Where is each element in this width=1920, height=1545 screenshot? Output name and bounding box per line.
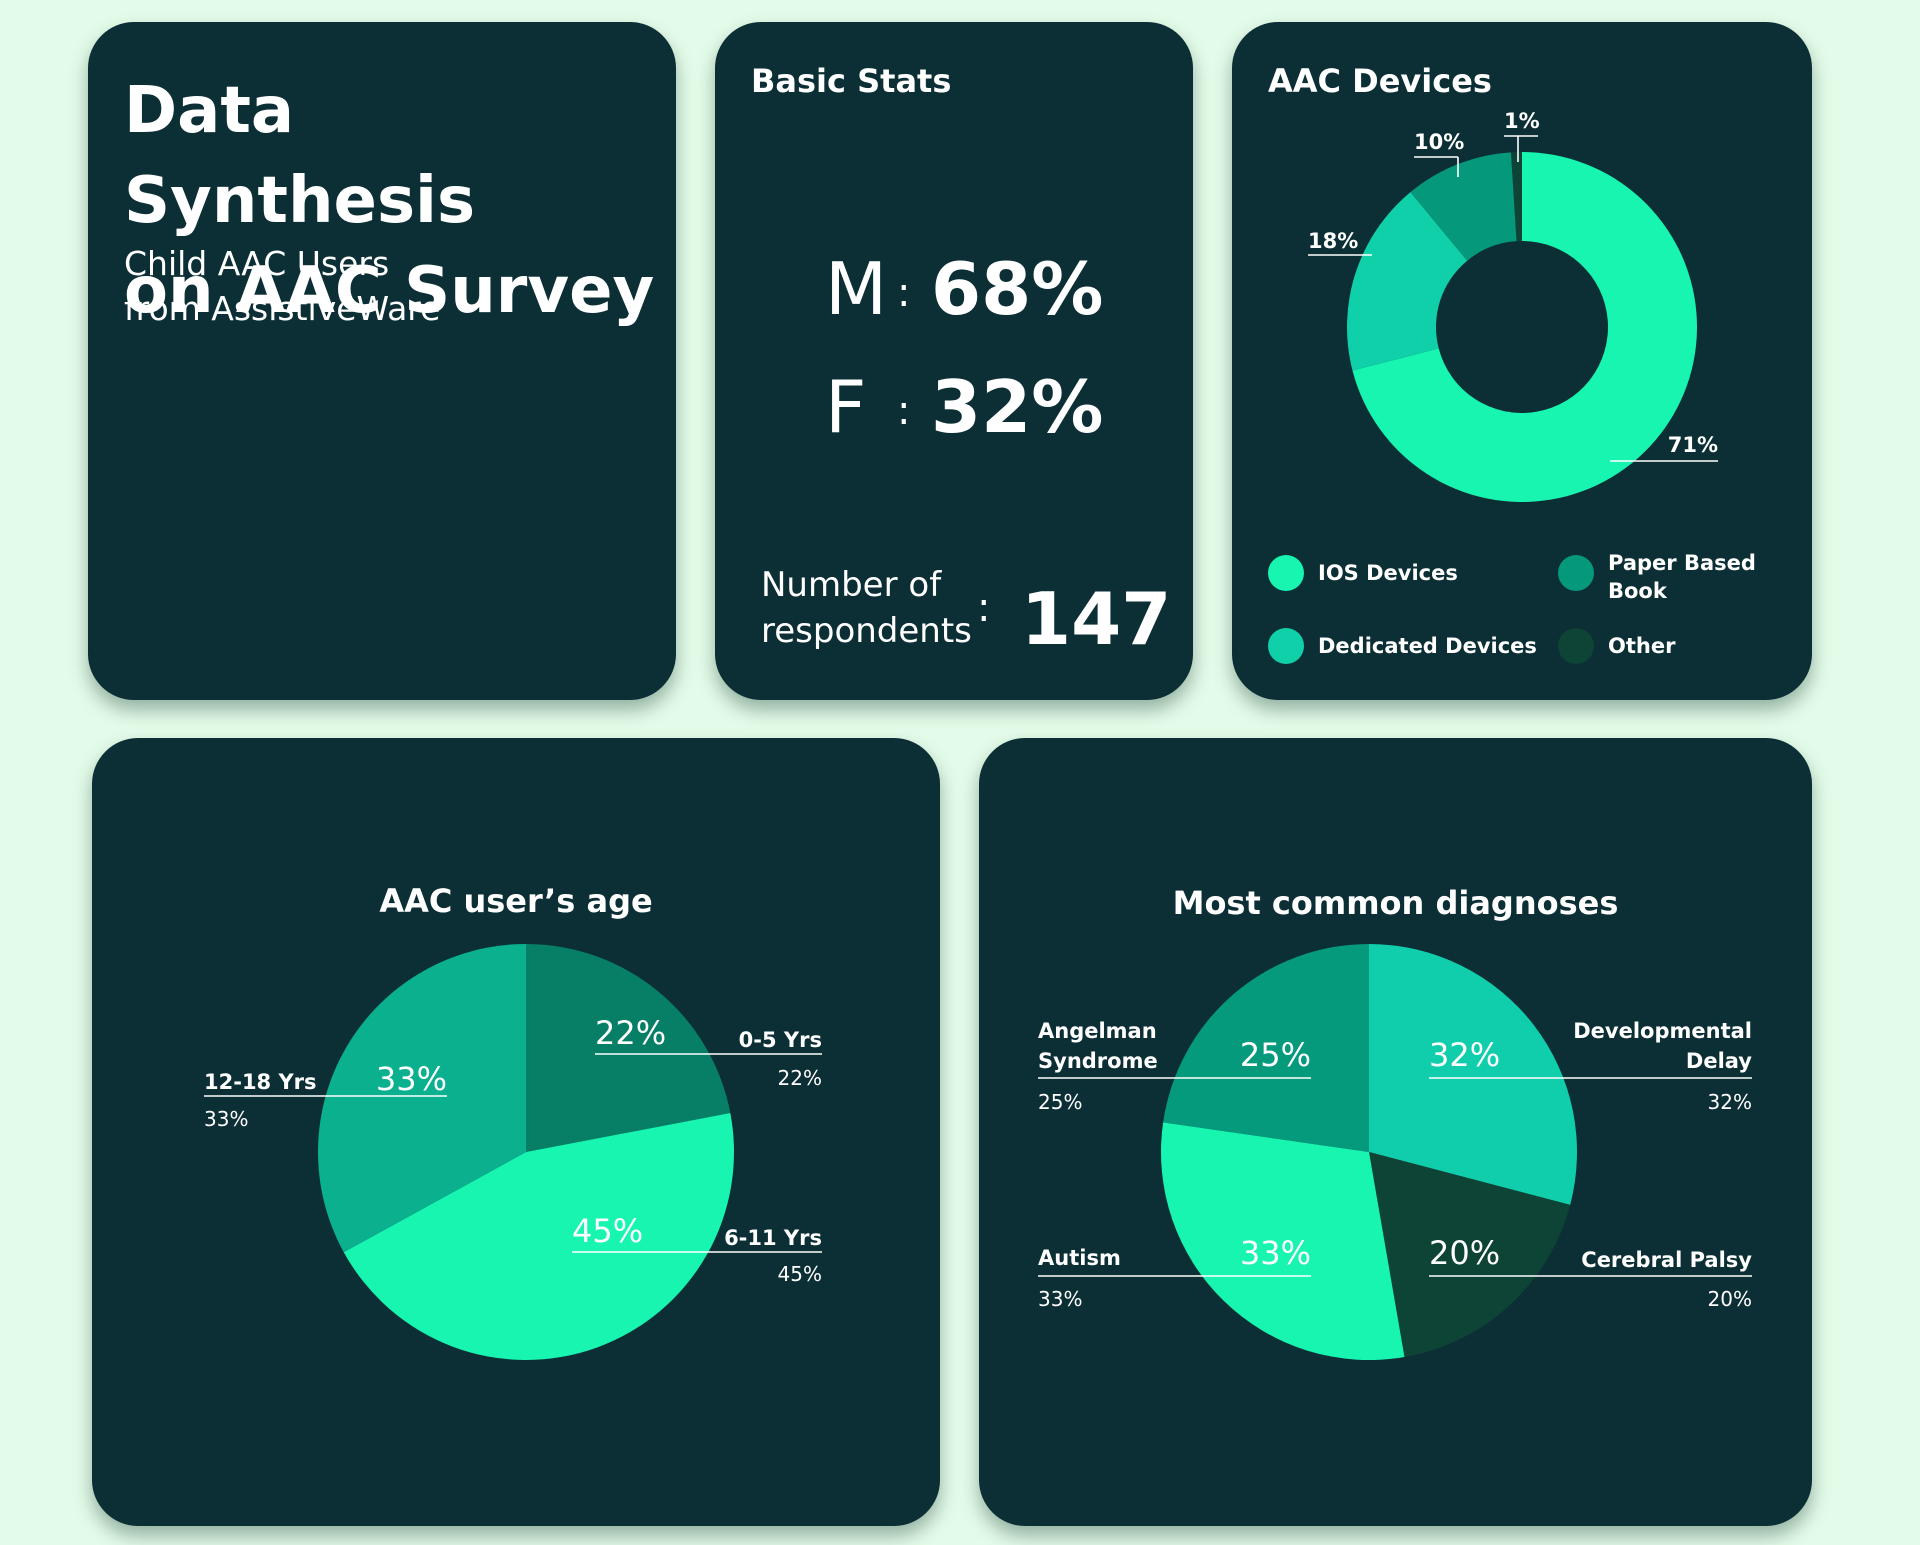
age-card: AAC user’s age 22% 0-5 Yrs 22% 45% 6-11 Yrs 4… <box>92 738 940 1526</box>
pie-slice-ios-devices <box>1352 152 1697 502</box>
subtitle-line-1: Child AAC Users <box>124 244 390 283</box>
pie-slice-other <box>1511 152 1522 242</box>
subtitle-line-2: from AssistiveWare <box>124 289 441 328</box>
age-chart-title: AAC user’s age <box>379 882 653 920</box>
slice-percent-0-5-yrs: 22% <box>778 1066 822 1090</box>
basic-stats-card: Basic Stats M : 68% F : 32% Number of re… <box>715 22 1193 700</box>
respondents-value: 147 <box>1021 577 1172 661</box>
male-stat-row: M : 68% <box>715 244 1193 334</box>
slice-value-developmental-delay: 32% <box>1429 1036 1500 1074</box>
slice-percent-developmental-delay: 32% <box>1708 1090 1752 1114</box>
slice-name-developmental-delay-line-1: Developmental <box>1573 1019 1752 1043</box>
title-card: Data Synthesis on AAC Survey Child AAC U… <box>88 22 676 700</box>
legend-label-dedicated-devices: Dedicated Devices <box>1318 634 1537 658</box>
pie-slice-6-11-yrs <box>343 1113 734 1360</box>
slice-value-12-18-yrs: 33% <box>376 1060 447 1098</box>
diagnoses-chart-title: Most common diagnoses <box>1172 884 1619 922</box>
female-stat-row: F : 32% <box>715 362 1193 452</box>
slice-name-angelman-syndrome-line-1: Angelman <box>1038 1019 1157 1043</box>
pie-slice-paper-based-book <box>1410 152 1517 261</box>
age-pie-chart: 22% 0-5 Yrs 22% 45% 6-11 Yrs 45% 33% 12-18 Yrs 3… <box>204 944 822 1360</box>
male-label: M <box>825 247 888 331</box>
pie-slice-12-18-yrs <box>317 944 526 1253</box>
page-subtitle: Child AAC Users from AssistiveWare <box>124 241 644 331</box>
slice-name-0-5-yrs: 0-5 Yrs <box>739 1028 822 1052</box>
slice-label-other: 1% <box>1504 109 1540 133</box>
pie-slice-autism <box>1161 1122 1405 1360</box>
respondents-label-line-1: Number of <box>761 565 942 605</box>
slice-percent-angelman-syndrome: 25% <box>1038 1090 1082 1114</box>
basic-stats-heading: Basic Stats <box>751 62 952 100</box>
aac-devices-donut-chart: 71% 18% 10% 1% <box>1308 109 1718 502</box>
female-colon: : <box>897 388 911 434</box>
female-value: 32% <box>931 365 1104 449</box>
legend-label-ios-devices: IOS Devices <box>1318 561 1458 585</box>
pie-slice-developmental-delay <box>1369 944 1577 1205</box>
slice-value-cerebral-palsy: 20% <box>1429 1234 1500 1272</box>
slice-percent-12-18-yrs: 33% <box>204 1107 248 1131</box>
pie-slice-cerebral-palsy <box>1369 1152 1571 1357</box>
aac-devices-heading: AAC Devices <box>1268 62 1492 100</box>
slice-name-developmental-delay-line-2: Delay <box>1686 1049 1752 1073</box>
slice-value-angelman-syndrome: 25% <box>1240 1036 1311 1074</box>
slice-name-6-11-yrs: 6-11 Yrs <box>724 1226 822 1250</box>
slice-percent-cerebral-palsy: 20% <box>1708 1287 1752 1311</box>
female-label: F <box>825 365 867 449</box>
aac-devices-card: AAC Devices 71% 18% 10% 1% IOS Devices Dedi… <box>1232 22 1812 700</box>
respondents-label-line-2: respondents <box>761 611 972 651</box>
pie-slice-dedicated-devices <box>1347 192 1468 371</box>
pie-slice-angelman-syndrome <box>1163 944 1369 1152</box>
title-line-2: on AAC Survey <box>124 254 655 328</box>
slice-percent-autism: 33% <box>1038 1287 1082 1311</box>
slice-name-cerebral-palsy: Cerebral Palsy <box>1581 1248 1752 1272</box>
slice-name-angelman-syndrome-line-2: Syndrome <box>1038 1049 1158 1073</box>
title-line-1: Data Synthesis <box>124 74 476 238</box>
legend-label-paper-based-book: Paper Based Book <box>1608 551 1756 603</box>
pie-slice-0-5-yrs <box>526 944 731 1152</box>
page-title: Data Synthesis on AAC Survey <box>124 66 664 336</box>
diagnoses-pie-chart: 32% Developmental Delay 32% 20% Cerebral Pals… <box>1038 944 1752 1360</box>
legend-swatch-ios-devices <box>1268 555 1304 591</box>
slice-label-ios-devices: 71% <box>1668 433 1718 457</box>
legend-label-other: Other <box>1608 634 1676 658</box>
slice-value-6-11-yrs: 45% <box>572 1212 643 1250</box>
diagnoses-card: Most common diagnoses 32% Developmental De… <box>979 738 1812 1526</box>
legend-swatch-other <box>1558 628 1594 664</box>
respondents-colon: : <box>977 585 991 631</box>
slice-value-autism: 33% <box>1240 1234 1311 1272</box>
slice-name-autism: Autism <box>1038 1246 1121 1270</box>
slice-name-12-18-yrs: 12-18 Yrs <box>204 1070 317 1094</box>
slice-label-dedicated-devices: 18% <box>1308 229 1358 253</box>
slice-label-paper-based-book: 10% <box>1414 130 1464 154</box>
legend-swatch-paper-based-book <box>1558 555 1594 591</box>
slice-percent-6-11-yrs: 45% <box>778 1262 822 1286</box>
legend-swatch-dedicated-devices <box>1268 628 1304 664</box>
respondents-label: Number of respondents <box>761 562 1001 654</box>
male-colon: : <box>897 270 911 316</box>
male-value: 68% <box>931 247 1104 331</box>
slice-value-0-5-yrs: 22% <box>595 1014 666 1052</box>
